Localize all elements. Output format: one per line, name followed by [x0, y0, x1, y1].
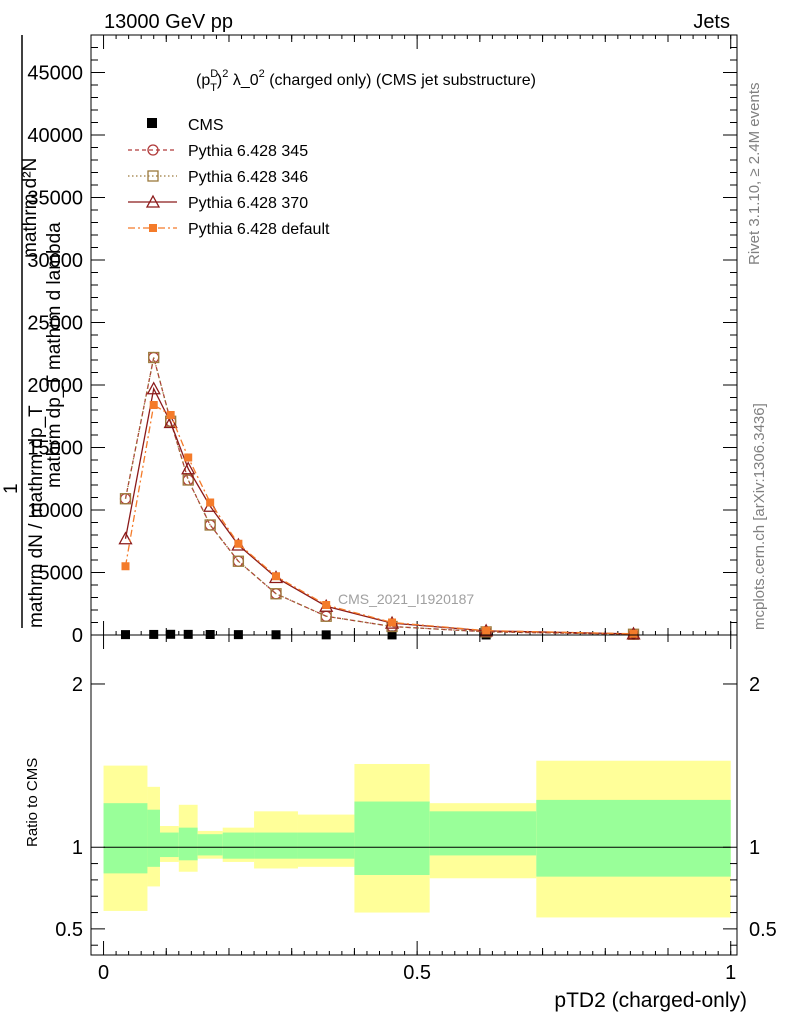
- ratio-tick-labels: 0.5 0.5 1 1 2 2: [55, 674, 777, 941]
- main-ytick-label: 45000: [27, 63, 83, 85]
- header-jets: Jets: [693, 11, 730, 33]
- main-ytick-label: 40000: [27, 125, 83, 147]
- ratio-inner-band-0: [103, 803, 148, 874]
- ratio-ytick-label-left: 2: [72, 674, 83, 696]
- chart-title: (pD T)2 λ_02 (charged only) (CMS jet subs…: [196, 68, 536, 94]
- main-ytick-label: 10000: [27, 500, 83, 522]
- ratio-inner-band-2: [159, 832, 179, 858]
- legend-marker-cms: [147, 118, 157, 128]
- data-point-s1-3: [182, 474, 194, 486]
- data-point-s0-3: [183, 629, 193, 639]
- x-tick-label: 0.5: [403, 962, 431, 984]
- main-ytick-label: 0: [72, 625, 83, 647]
- legend-label-cms: CMS: [188, 117, 224, 134]
- title-sub-t: T: [210, 82, 217, 94]
- title-tail: (charged only) (CMS jet substructure): [265, 72, 536, 89]
- data-point-s4-4: [206, 498, 215, 507]
- rivet-label: Rivet 3.1.10, ≥ 2.4M events: [746, 83, 763, 266]
- data-point-s2-1: [148, 351, 160, 364]
- title-rest: λ_0: [228, 72, 258, 89]
- title-sup-d: D: [210, 68, 218, 80]
- data-point-s4-2: [166, 411, 175, 419]
- main-ytick-label: 35000: [27, 188, 83, 210]
- ratio-ytick-label-right: 1: [749, 837, 760, 859]
- data-point-s3-0: [118, 531, 133, 545]
- ratio-inner-band-1: [147, 809, 160, 867]
- ratio-inner-band-5: [222, 832, 255, 859]
- ratio-inner-band-3: [178, 827, 198, 861]
- ratio-inner-band-7: [297, 832, 355, 859]
- data-point-s2-5: [232, 555, 245, 567]
- data-point-s4-1: [149, 401, 158, 409]
- series-line-2: [124, 357, 634, 635]
- data-point-s0-2: [166, 629, 176, 639]
- legend-marker-default: [149, 224, 157, 232]
- main-ylabel-bottom: mathrm dp_T mathrm d lambda: [44, 222, 65, 488]
- ratio-ytick-label-right: 2: [749, 674, 760, 696]
- title-pow2: 2: [259, 68, 265, 80]
- ratio-ytick-label-left: 0.5: [55, 919, 83, 941]
- legend-marker-345: [147, 144, 159, 156]
- data-point-s4-8: [388, 618, 397, 627]
- legend-marker-370: [145, 194, 161, 208]
- ratio-inner-band-4: [197, 834, 223, 856]
- data-point-s2-6: [270, 588, 282, 600]
- data-point-s0-1: [149, 629, 159, 639]
- data-point-s4-0: [121, 562, 130, 571]
- ratio-bands: [103, 760, 731, 918]
- main-ylabel-lhs-bottom: mathrm dN / mathrm dp_T: [26, 405, 47, 628]
- main-ytick-labels: 0 5000 10000 15000 20000 25000 30000 35000 40000…: [27, 63, 83, 648]
- data-point-s4-6: [272, 572, 281, 581]
- data-point-s4-3: [184, 453, 193, 462]
- data-point-s2-0: [119, 493, 132, 505]
- legend-label-346: Pythia 6.428 346: [188, 169, 308, 186]
- main-ylabel-top: mathrm d²N: [20, 158, 41, 258]
- analysis-watermark: CMS_2021_I1920187: [338, 591, 474, 607]
- series-line-4: [124, 403, 634, 635]
- title-close: ): [217, 72, 222, 89]
- main-ytick-label: 5000: [39, 563, 84, 585]
- data-point-s4-10: [629, 629, 638, 638]
- legend-marker-346: [147, 170, 159, 182]
- mcplots-label: mcplots.cern.ch [arXiv:1306.3436]: [751, 403, 768, 630]
- legend: CMS Pythia 6.428 345 Pythia 6.428 346 Py…: [128, 117, 330, 238]
- main-ylabel: mathrm d²N mathrm dp_T mathrm d lambda 1…: [1, 35, 65, 628]
- legend-label-345: Pythia 6.428 345: [188, 143, 308, 160]
- ratio-inner-band-9: [429, 811, 537, 856]
- ratio-inner-band-8: [354, 801, 430, 875]
- title-p: (p: [196, 72, 210, 89]
- data-point-s2-4: [204, 519, 216, 531]
- ratio-axis-ticks: [91, 635, 737, 955]
- data-point-s4-9: [482, 626, 491, 635]
- x-tick-label: 1: [725, 962, 736, 984]
- series-line-1: [124, 357, 634, 635]
- legend-label-370: Pythia 6.428 370: [188, 195, 308, 212]
- x-tick-label: 0: [98, 962, 109, 984]
- x-axis-label: pTD2 (charged-only): [554, 989, 747, 1012]
- header-energy: 13000 GeV pp: [104, 11, 233, 33]
- main-ylabel-lhs: 1: [1, 483, 22, 494]
- data-point-s3-3: [181, 461, 196, 475]
- ratio-inner-band-6: [254, 832, 298, 859]
- main-ytick-label: 20000: [27, 375, 83, 397]
- main-ytick-label: 15000: [27, 438, 83, 460]
- ratio-ytick-label-left: 1: [72, 837, 83, 859]
- data-point-s4-7: [322, 601, 331, 609]
- ratio-ylabel: Ratio to CMS: [24, 758, 41, 847]
- data-point-s4-5: [234, 539, 243, 548]
- main-ytick-label: 25000: [27, 313, 83, 335]
- main-ytick-label: 30000: [27, 250, 83, 272]
- x-tick-labels: 0 0.5 1: [98, 962, 736, 984]
- title-pow: 2: [222, 68, 228, 80]
- ratio-inner-band-10: [536, 799, 731, 877]
- data-point-s2-3: [182, 474, 194, 486]
- data-point-s3-1: [146, 381, 161, 395]
- legend-label-default: Pythia 6.428 default: [188, 221, 330, 238]
- ratio-ytick-label-right: 0.5: [749, 919, 777, 941]
- ratio-plot-frame: [90, 634, 738, 956]
